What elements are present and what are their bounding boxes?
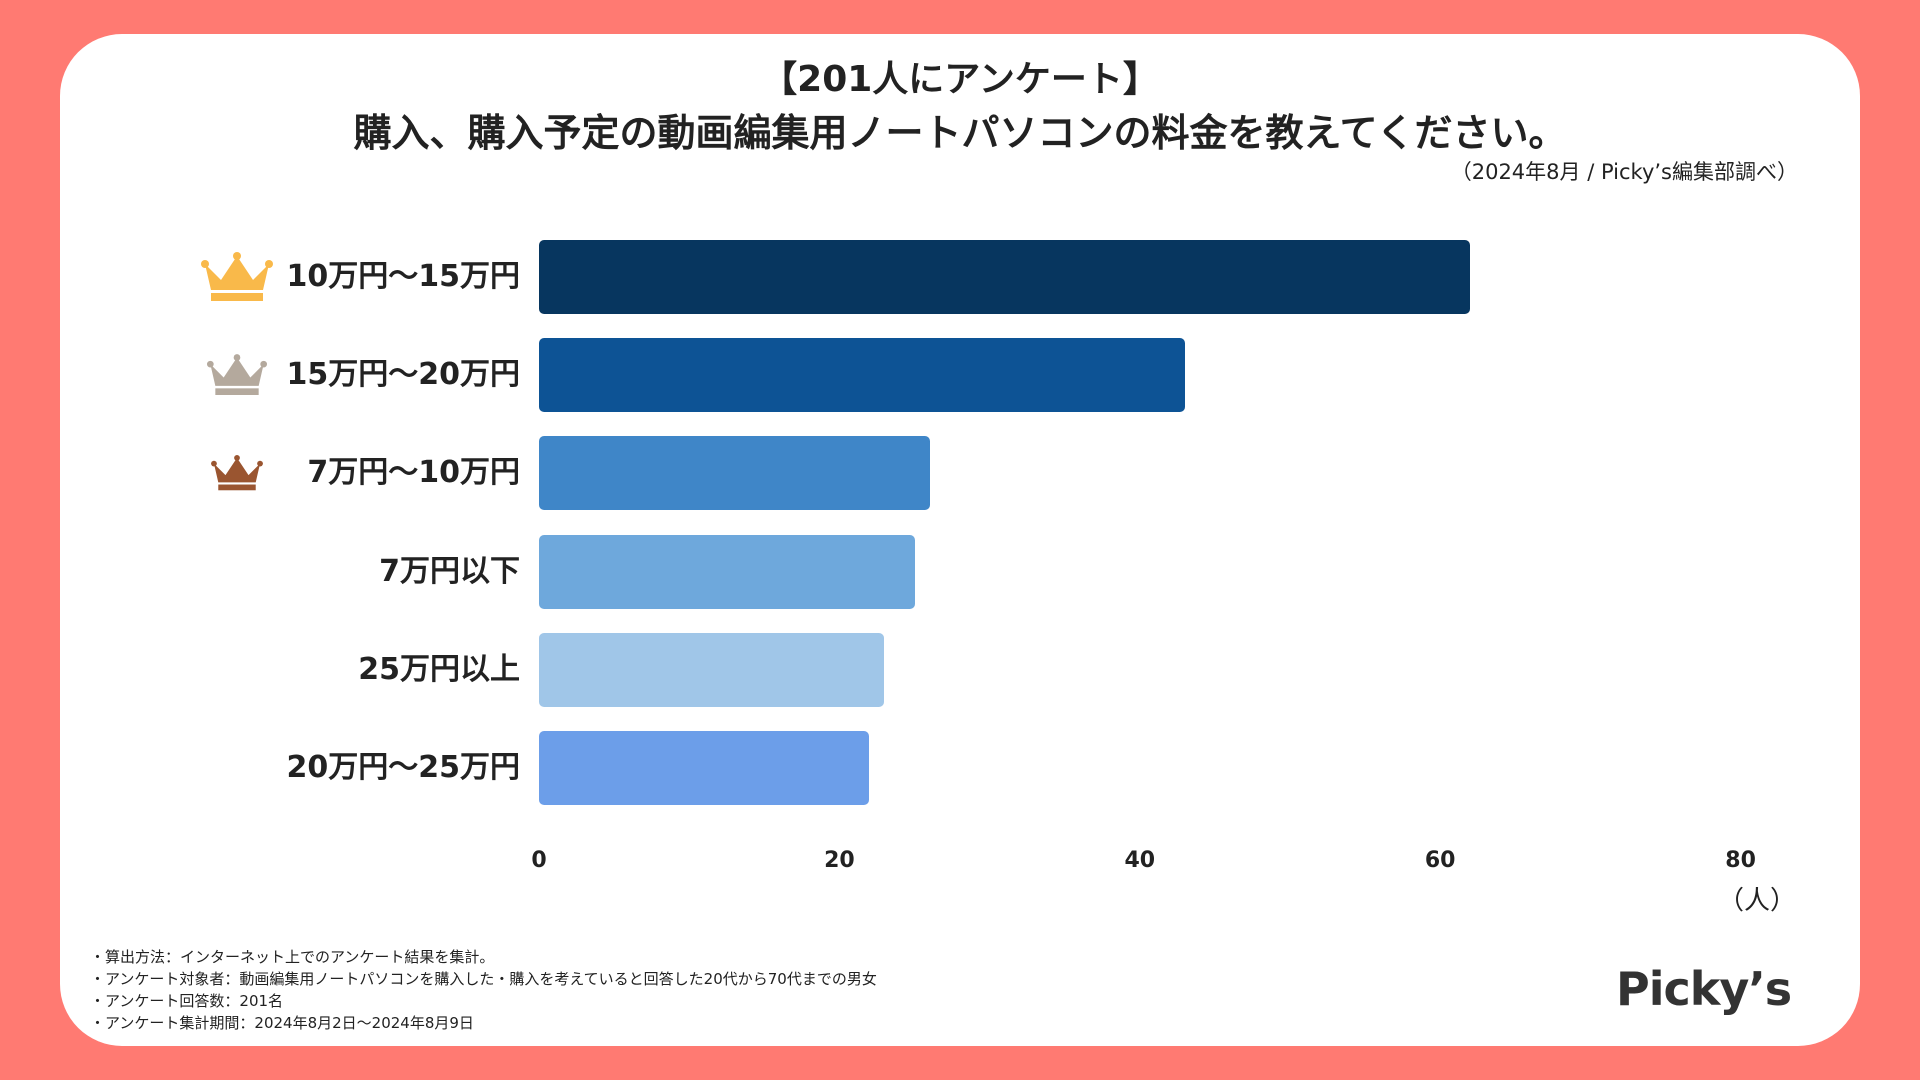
x-tick-label: 20 [824, 848, 855, 873]
bar [539, 632, 885, 707]
crown-rank-2-icon [207, 354, 267, 400]
category-label: 15万円〜20万円 [286, 357, 521, 393]
x-axis-label: （人） [1718, 886, 1797, 916]
footnote: ・アンケート回答数：201名 [90, 992, 284, 1010]
bar [539, 338, 1185, 413]
x-tick-label: 0 [531, 848, 547, 873]
footnotes: ・算出方法：インターネット上でのアンケート結果を集計。 ・アンケート対象者：動画… [90, 946, 877, 1034]
chart-title-line1: 【201人にアンケート】 [761, 59, 1159, 100]
footnote: ・算出方法：インターネット上でのアンケート結果を集計。 [90, 948, 495, 966]
footnote: ・アンケート対象者：動画編集用ノートパソコンを購入した・購入を考えていると回答し… [90, 970, 877, 988]
chart-card [60, 34, 1860, 1046]
bar [539, 534, 915, 609]
category-label: 25万円以上 [358, 651, 520, 687]
category-label: 7万円以下 [379, 553, 520, 589]
x-tick-label: 40 [1124, 848, 1156, 873]
bar [539, 731, 870, 805]
footnote: ・アンケート集計期間：2024年8月2日〜2024年8月9日 [90, 1014, 474, 1032]
x-tick-label: 80 [1725, 848, 1756, 873]
x-tick-label: 60 [1424, 848, 1456, 873]
bar [539, 436, 930, 511]
category-label: 20万円〜25万円 [286, 750, 521, 785]
crown-rank-1-icon [201, 252, 273, 306]
picky-logo: Picky’s [1616, 962, 1792, 1016]
chart-title: 購入、購入予定の動画編集用ノートパソコンの料金を教えてください。 [353, 111, 1567, 155]
category-label: 10万円〜15万円 [286, 259, 521, 294]
bar [539, 240, 1471, 314]
crown-rank-3-icon [210, 455, 264, 495]
source-note: （2024年8月 / Picky’s編集部調べ） [1450, 160, 1798, 184]
category-label: 7万円〜10万円 [307, 455, 520, 491]
